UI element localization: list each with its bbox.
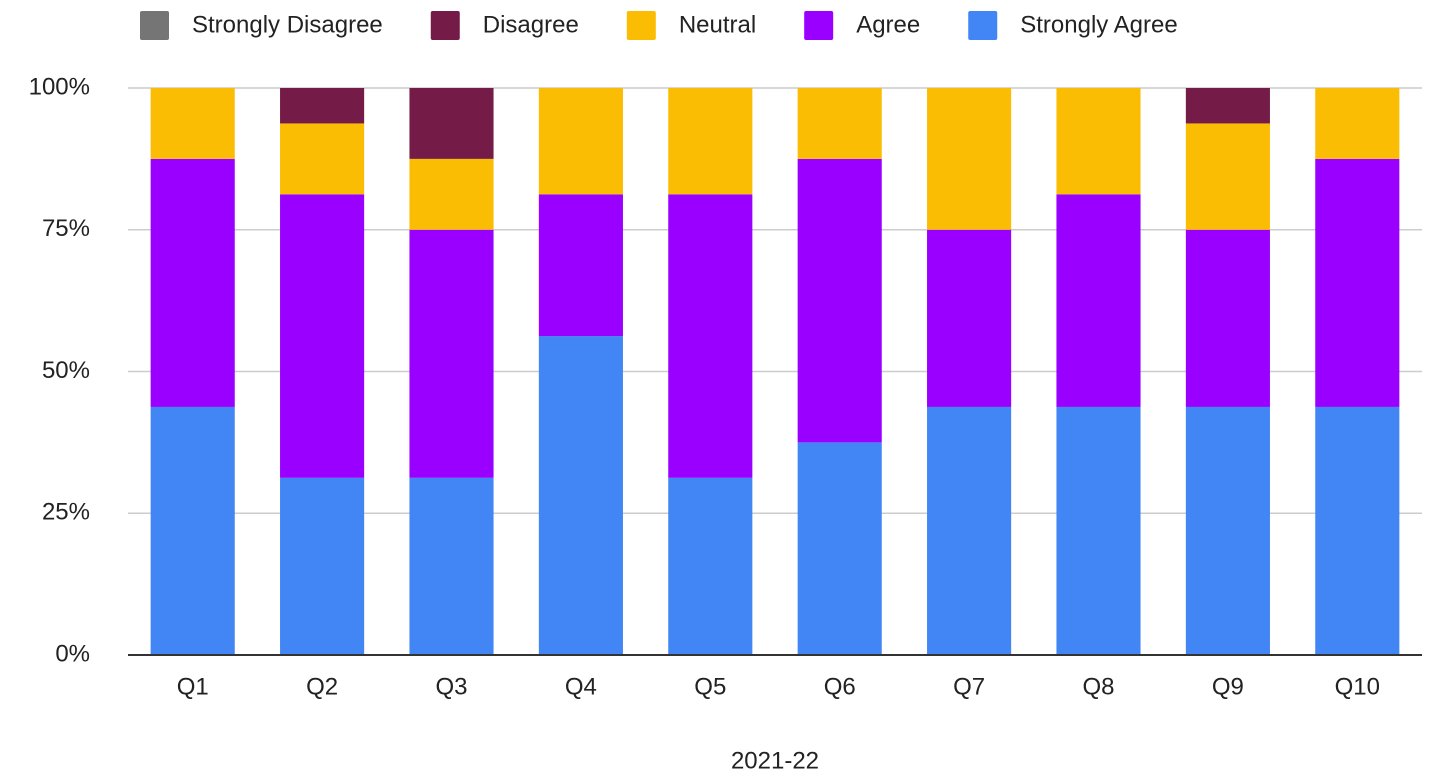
legend-label: Agree: [856, 11, 920, 38]
bar-segment: [1185, 406, 1270, 655]
bar-segment: [797, 88, 882, 159]
bar-segment: [150, 406, 235, 655]
bar-segment: [927, 406, 1012, 655]
legend-swatch: [626, 11, 656, 40]
bar-segment: [538, 194, 623, 337]
bar-segment: [409, 158, 494, 230]
x-tick-label: Q9: [1212, 673, 1244, 700]
y-tick-label: 75%: [42, 215, 90, 242]
bar-segment: [797, 158, 882, 443]
legend-label: Neutral: [679, 11, 756, 38]
bar-segment: [409, 88, 494, 159]
bar-segment: [1056, 406, 1141, 655]
x-axis-title: 2021-22: [731, 747, 819, 774]
legend-label: Strongly Agree: [1020, 11, 1177, 38]
bar-segment: [538, 88, 623, 195]
bar-segment: [1056, 88, 1141, 195]
bar-segment: [1056, 194, 1141, 407]
legend-swatch: [140, 11, 169, 40]
legend-label: Disagree: [483, 11, 579, 38]
bar-segment: [280, 477, 365, 655]
bar-segment: [1315, 158, 1400, 407]
x-tick-label: Q2: [306, 673, 338, 700]
bar-segment: [1315, 88, 1400, 159]
y-tick-label: 25%: [42, 499, 90, 526]
bar-segment: [538, 336, 623, 655]
legend-swatch: [430, 11, 460, 40]
bar-segment: [280, 88, 365, 124]
x-tick-label: Q5: [694, 673, 726, 700]
bar-segment: [1185, 123, 1270, 230]
y-tick-label: 0%: [55, 640, 90, 667]
bar-segment: [797, 442, 882, 655]
legend-swatch: [804, 11, 834, 40]
x-tick-label: Q3: [435, 673, 467, 700]
bar-segment: [1315, 406, 1400, 655]
bar-segment: [668, 194, 753, 478]
x-tick-label: Q6: [824, 673, 856, 700]
legend-swatch: [968, 11, 998, 40]
legend-label: Strongly Disagree: [192, 11, 383, 38]
bar-segment: [150, 88, 235, 159]
bar-segment: [280, 194, 365, 478]
x-tick-label: Q1: [177, 673, 209, 700]
bar-segment: [1185, 88, 1270, 124]
bar-segment: [280, 123, 365, 195]
bar-segment: [668, 88, 753, 195]
bar-segment: [927, 229, 1012, 407]
bar-segment: [927, 88, 1012, 230]
bar-segment: [409, 477, 494, 655]
bar-segment: [150, 158, 235, 407]
y-tick-label: 50%: [42, 357, 90, 384]
bar-segment: [668, 477, 753, 655]
x-tick-label: Q10: [1335, 673, 1380, 700]
y-tick-label: 100%: [29, 73, 90, 100]
x-tick-label: Q8: [1082, 673, 1114, 700]
x-tick-label: Q4: [565, 673, 597, 700]
bar-segment: [1185, 229, 1270, 407]
bar-segment: [409, 229, 494, 478]
x-tick-label: Q7: [953, 673, 985, 700]
